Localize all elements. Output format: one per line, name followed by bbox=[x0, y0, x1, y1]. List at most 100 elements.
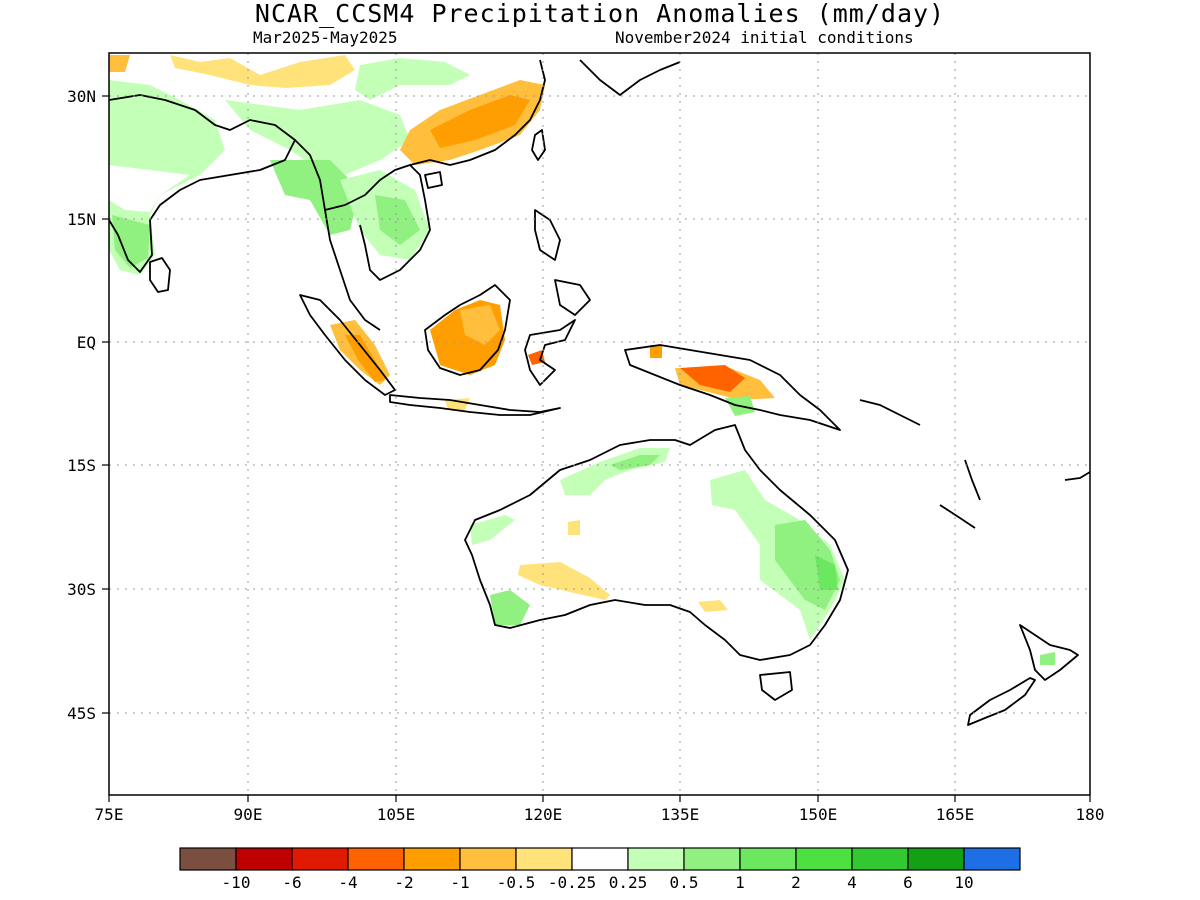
colorbar-label: 10 bbox=[954, 873, 973, 892]
anomaly-region-northwest-dry bbox=[170, 55, 355, 88]
anomaly-region-new-guinea-dry-2 bbox=[680, 365, 745, 392]
anomaly-region-south-china-dry-2 bbox=[430, 95, 530, 148]
colorbar-swatch bbox=[459, 847, 517, 871]
x-tick-label: 165E bbox=[936, 805, 975, 824]
coastline-south-asia bbox=[109, 94, 296, 273]
y-tick-labels: 30N 15N EQ 15S 30S 45S bbox=[67, 87, 96, 723]
coastline-new-zealand-south bbox=[967, 677, 1036, 726]
anomaly-region-central-australia-dry bbox=[518, 562, 610, 600]
colorbar-swatch bbox=[851, 847, 909, 871]
colorbar-swatch bbox=[235, 847, 293, 871]
coastline-new-caledonia bbox=[939, 504, 976, 529]
anomaly-region-india-white bbox=[109, 165, 190, 212]
coastline-sumatra bbox=[299, 294, 396, 396]
coastline-philippines-mindanao bbox=[554, 279, 591, 316]
colorbar-label: -4 bbox=[338, 873, 357, 892]
coastline-philippines-luzon bbox=[534, 209, 561, 261]
coastline-bay-of-bengal-east bbox=[294, 139, 381, 331]
anomaly-region-borneo-dry-2 bbox=[460, 305, 500, 345]
colorbar-label: 0.25 bbox=[609, 873, 648, 892]
y-tick-label: EQ bbox=[77, 333, 96, 352]
anomaly-region-myanmar-green bbox=[270, 160, 360, 235]
anomaly-region-west-australia-wet bbox=[470, 515, 515, 545]
map-title: NCAR_CCSM4 Precipitation Anomalies (mm/d… bbox=[254, 0, 946, 28]
coastline-japan-korea bbox=[579, 59, 681, 96]
anomaly-region-south-australia-dry bbox=[698, 600, 728, 612]
colorbar-label: 1 bbox=[735, 873, 745, 892]
x-tick-label: 90E bbox=[234, 805, 263, 824]
anomaly-region-india-south-green bbox=[112, 215, 150, 268]
coastline-taiwan bbox=[531, 129, 546, 161]
colorbar-swatch bbox=[907, 847, 965, 871]
colorbar-swatch bbox=[291, 847, 349, 871]
anomaly-region-sumatra-dry-2 bbox=[345, 335, 385, 382]
colorbar-swatch bbox=[515, 847, 573, 871]
anomaly-region-indochina-green-2 bbox=[375, 195, 420, 245]
x-tick-label: 180 bbox=[1076, 805, 1105, 824]
anomaly-region-tibet-green-2 bbox=[355, 58, 470, 100]
colorbar-label: -1 bbox=[450, 873, 469, 892]
anomaly-region-north-australia-wet-2 bbox=[610, 455, 660, 470]
colorbar-swatch bbox=[683, 847, 741, 871]
colorbar bbox=[179, 847, 1021, 871]
colorbar-label: 2 bbox=[791, 873, 801, 892]
colorbar-label: -2 bbox=[394, 873, 413, 892]
coastline-borneo bbox=[424, 284, 511, 376]
colorbar-label: -0.5 bbox=[497, 873, 536, 892]
y-tick-label: 30S bbox=[67, 580, 96, 599]
coastline-java bbox=[389, 394, 561, 416]
colorbar-swatch bbox=[403, 847, 461, 871]
y-tick-label: 30N bbox=[67, 87, 96, 106]
coastline-australia bbox=[464, 424, 849, 661]
x-tick-label: 150E bbox=[799, 805, 838, 824]
colorbar-label: 6 bbox=[903, 873, 913, 892]
coastline-tasmania bbox=[759, 671, 793, 701]
anomaly-region-sulawesi-small-dry bbox=[650, 345, 662, 358]
anomaly-region-new-zealand-wet bbox=[1040, 652, 1055, 665]
colorbar-swatch bbox=[179, 847, 237, 871]
coastline-vanuatu bbox=[964, 459, 981, 501]
x-tick-label: 105E bbox=[377, 805, 416, 824]
anomaly-region-southwest-australia-wet bbox=[490, 590, 530, 625]
colorbar-swatch bbox=[571, 847, 629, 871]
colorbar-label: 0.5 bbox=[670, 873, 699, 892]
colorbar-labels: -10 -6 -4 -2 -1 -0.5 -0.25 0.25 0.5 1 2 … bbox=[222, 873, 974, 892]
coastlines bbox=[109, 59, 1090, 726]
colorbar-swatch bbox=[347, 847, 405, 871]
gridlines bbox=[109, 53, 1090, 795]
colorbar-label: -10 bbox=[222, 873, 251, 892]
colorbar-label: 4 bbox=[847, 873, 857, 892]
coastline-fiji bbox=[1064, 471, 1090, 481]
initial-conditions: November2024 initial conditions bbox=[615, 28, 914, 47]
coastline-indochina bbox=[324, 164, 431, 281]
x-tick-label: 75E bbox=[95, 805, 124, 824]
coastline-china bbox=[409, 59, 546, 166]
anomaly-shading bbox=[109, 55, 1055, 665]
anomaly-region-tibet-green bbox=[225, 100, 410, 175]
anomaly-region-east-australia-wet-3 bbox=[815, 555, 838, 590]
coastline-new-zealand-north bbox=[1019, 624, 1079, 681]
anomaly-region-australia-small-dry bbox=[568, 520, 580, 535]
y-tick-label: 15S bbox=[67, 456, 96, 475]
x-tick-labels: 75E 90E 105E 120E 135E 150E 165E 180 bbox=[95, 805, 1105, 824]
x-tick-label: 120E bbox=[524, 805, 563, 824]
tick-marks bbox=[102, 95, 1091, 802]
map-frame bbox=[108, 52, 1091, 796]
anomaly-region-northwest-dry-2 bbox=[109, 55, 130, 72]
colorbar-label: -6 bbox=[282, 873, 301, 892]
colorbar-swatch bbox=[627, 847, 685, 871]
colorbar-label: -0.25 bbox=[548, 873, 596, 892]
colorbar-swatch bbox=[963, 847, 1021, 871]
y-tick-label: 45S bbox=[67, 704, 96, 723]
coastline-new-guinea bbox=[624, 344, 841, 431]
x-tick-label: 135E bbox=[661, 805, 700, 824]
coastline-sri-lanka bbox=[149, 257, 171, 293]
coastline-solomon-islands bbox=[859, 399, 921, 426]
colorbar-swatch bbox=[739, 847, 797, 871]
y-tick-label: 15N bbox=[67, 210, 96, 229]
coastline-sulawesi bbox=[524, 319, 576, 386]
colorbar-swatch bbox=[795, 847, 853, 871]
forecast-period: Mar2025-May2025 bbox=[253, 28, 398, 47]
coastline-hainan bbox=[424, 171, 443, 189]
